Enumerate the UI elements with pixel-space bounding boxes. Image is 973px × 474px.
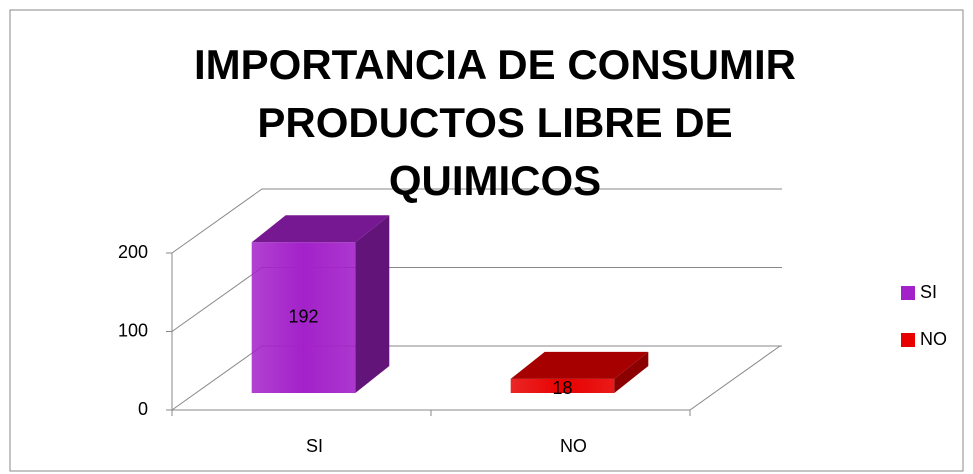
bar-top <box>510 351 649 379</box>
legend-swatch <box>901 286 915 300</box>
chart-border <box>9 9 964 472</box>
y-tick-label: 0 <box>138 399 148 419</box>
grid-line <box>171 188 782 254</box>
chart-title: IMPORTANCIA DE CONSUMIR PRODUCTOS LIBRE … <box>194 41 796 204</box>
y-tick-label: 200 <box>118 242 148 262</box>
bar-top <box>251 215 390 243</box>
data-label: 192 <box>288 306 318 326</box>
legend-swatch <box>901 333 915 347</box>
x-tick-label: SI <box>306 436 323 456</box>
bar-side <box>614 351 649 393</box>
y-tick-label: 100 <box>118 320 148 340</box>
bar-side <box>355 215 390 393</box>
data-label: 18 <box>552 378 572 398</box>
x-tick-label: NO <box>560 436 587 456</box>
legend-label: SI <box>920 282 937 302</box>
legend-label: NO <box>920 329 947 349</box>
bar <box>251 242 356 393</box>
bar <box>510 378 615 393</box>
